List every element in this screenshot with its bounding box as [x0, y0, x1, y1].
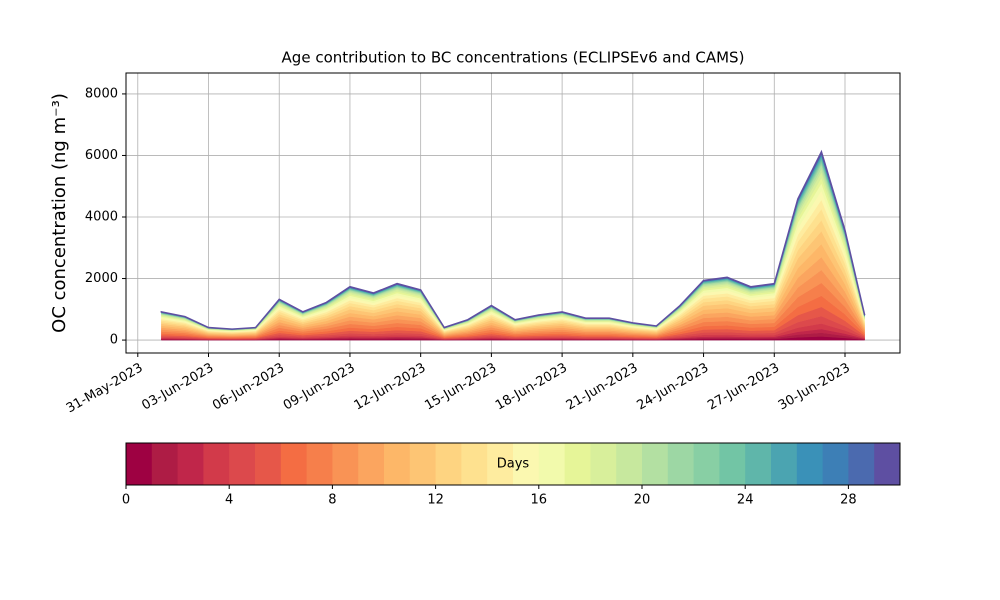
colorbar-swatch: [358, 443, 385, 485]
colorbar-tick-label: 12: [427, 493, 444, 508]
colorbar-swatch: [409, 443, 437, 485]
y-tick-label: 0: [110, 333, 118, 348]
colorbar-tick-label: 0: [122, 493, 130, 508]
colorbar-swatch: [151, 443, 179, 485]
colorbar-swatch: [796, 443, 824, 485]
colorbar-tick-label: 4: [225, 493, 233, 508]
area: [160, 149, 866, 330]
plot-frame: [125, 72, 901, 354]
colorbar-swatch: [745, 443, 772, 485]
colorbar-swatch: [280, 443, 308, 485]
colorbar-swatch: [332, 443, 359, 485]
colorbar-swatch: [642, 443, 669, 485]
colorbar-swatch: [177, 443, 204, 485]
colorbar-tick-label: 28: [840, 493, 857, 508]
colorbar-swatch: [848, 443, 875, 485]
colorbar-swatch: [538, 443, 566, 485]
colorbar-swatch: [487, 443, 514, 485]
colorbar-swatch: [255, 443, 282, 485]
colorbar-swatch: [771, 443, 798, 485]
colorbar-swatch: [126, 443, 153, 485]
colorbar-swatch: [306, 443, 333, 485]
y-tick-label: 6000: [85, 148, 118, 163]
colorbar-swatch: [564, 443, 591, 485]
colorbar-swatch: [229, 443, 256, 485]
colorbar-swatch: [590, 443, 617, 485]
colorbar-swatch: [874, 443, 901, 485]
colorbar-swatch: [822, 443, 849, 485]
colorbar-swatch: [435, 443, 462, 485]
colorbar-tick-label: 24: [737, 493, 754, 508]
colorbar-tick-label: 20: [634, 493, 651, 508]
chart-title: Age contribution to BC concentrations (E…: [282, 49, 745, 67]
colorbar-swatch: [693, 443, 720, 485]
colorbar-swatch: [667, 443, 695, 485]
y-tick-label: 2000: [85, 271, 118, 286]
colorbar-swatch: [384, 443, 411, 485]
colorbar-label: Days: [497, 457, 530, 472]
y-tick-label: 8000: [85, 86, 118, 101]
colorbar-swatch: [719, 443, 746, 485]
colorbar-swatch: [513, 443, 540, 485]
colorbar-tick-label: 8: [328, 493, 336, 508]
colorbar-tick-label: 16: [531, 493, 548, 508]
colorbar-frame: [125, 442, 901, 486]
y-tick-label: 4000: [85, 210, 118, 225]
y-axis-label: OC concentration (ng m⁻³): [49, 93, 70, 333]
colorbar-swatch: [203, 443, 230, 485]
colorbar-swatch: [616, 443, 643, 485]
colorbar-swatch: [461, 443, 488, 485]
